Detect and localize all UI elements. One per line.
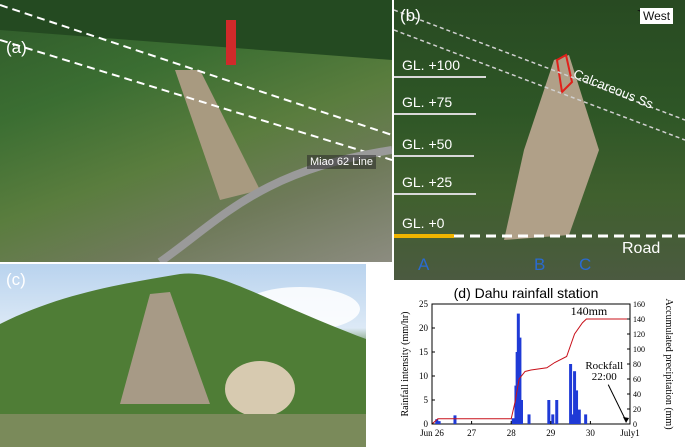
source-outline — [555, 53, 574, 95]
rain-bar — [437, 421, 441, 424]
y-tick-label: 5 — [424, 395, 429, 405]
photo-panel-b: (b) West GL. +100 GL. +75 GL. +50 GL. +2… — [394, 0, 685, 280]
point-c-label: C — [579, 255, 592, 274]
gl-line-50 — [394, 155, 474, 157]
rain-bar — [453, 415, 457, 424]
rockfall-arrow — [607, 384, 627, 422]
panel-a-scene — [0, 0, 392, 262]
panel-b-label: (b) — [400, 6, 421, 25]
panel-c-scene — [0, 273, 366, 447]
y2-tick-label: 0 — [633, 420, 637, 429]
rockfall-arrowhead — [623, 417, 630, 423]
rain-bar — [571, 414, 575, 424]
panel-c-label: (c) — [6, 270, 26, 289]
road-label: Road — [622, 240, 661, 257]
x-tick-label: Jun 26 — [420, 428, 444, 438]
rain-bar — [555, 400, 559, 424]
photo-panel-a: (a) Miao 62 Line — [0, 0, 392, 262]
x-tick-label: July1 — [620, 428, 640, 438]
gl-label-25: GL. +25 — [402, 174, 453, 190]
rain-bar — [551, 414, 555, 424]
rainfall-chart: (d) Dahu rainfall station Rainfall inten… — [400, 285, 674, 438]
y2-tick-label: 120 — [633, 330, 645, 339]
x-tick-label: 28 — [507, 428, 517, 438]
accumulated-line — [431, 318, 630, 425]
y2-tick-label: 40 — [633, 390, 641, 399]
y2-tick-label: 60 — [633, 375, 641, 384]
transmission-tower — [226, 20, 236, 65]
y2-tick-label: 20 — [633, 405, 641, 414]
point-b-label: B — [534, 255, 546, 274]
rain-bar — [511, 418, 515, 424]
y-tick-label: 25 — [419, 299, 429, 309]
landslide-scar — [175, 70, 260, 200]
panel-a-label: (a) — [6, 38, 27, 57]
y2-tick-label: 160 — [633, 300, 645, 309]
photo-panel-c: (c) — [0, 264, 366, 447]
rain-bar — [573, 371, 577, 424]
panel-b-scene — [394, 9, 685, 240]
rainfall-chart-panel: (d) Dahu rainfall station Rainfall inten… — [368, 282, 685, 447]
bedding-line-upper — [394, 9, 685, 121]
rockfall-label: Rockfall — [585, 360, 623, 372]
rain-bar — [577, 409, 581, 424]
y-tick-label: 15 — [419, 347, 429, 357]
y-axis-label: Rainfall intensity (mm/hr) — [400, 312, 411, 417]
rain-bar — [518, 337, 522, 424]
x-tick-label: 30 — [586, 428, 596, 438]
gl-label-75: GL. +75 — [402, 94, 453, 110]
dashed-boundary-upper — [0, 4, 392, 136]
rain-bar — [519, 400, 523, 424]
gl-label-50: GL. +50 — [402, 136, 453, 152]
y-tick-label: 20 — [419, 323, 429, 333]
gl-line-100 — [394, 76, 486, 78]
rain-bar — [569, 364, 573, 424]
gl-line-25 — [394, 193, 476, 195]
slope-failure — [504, 55, 599, 240]
y-tick-label: 0 — [424, 419, 429, 429]
rain-bar — [527, 414, 531, 424]
miao-line-label: Miao 62 Line — [307, 155, 376, 169]
rain-bar — [584, 414, 588, 424]
plot-area: 0 5 10 15 20 25 0 20 40 60 80 100 120 140 160 Jun 26 27 2… — [419, 299, 645, 438]
rain-bar — [435, 419, 439, 424]
x-tick-label: 27 — [467, 428, 477, 438]
bedding-line-lower — [394, 29, 685, 141]
rain-bar — [547, 400, 551, 424]
y2-axis-label: Accumulated precipitation (mm) — [663, 298, 674, 429]
x-tick-label: 29 — [546, 428, 556, 438]
gl-label-0: GL. +0 — [402, 215, 445, 231]
rockfall-time-label: 22:00 — [592, 371, 618, 383]
rain-bar — [516, 313, 520, 424]
rain-bar — [575, 390, 579, 424]
debris-chute — [120, 292, 210, 404]
ground — [0, 414, 366, 447]
y2-tick-label: 80 — [633, 360, 641, 369]
accum-label: 140mm — [571, 304, 608, 318]
y2-tick-label: 100 — [633, 345, 645, 354]
forest-top — [0, 0, 392, 60]
gl-label-100: GL. +100 — [402, 57, 460, 73]
gl-line-75 — [394, 113, 476, 115]
boulder — [225, 361, 295, 417]
y2-tick-label: 140 — [633, 315, 645, 324]
point-a-label: A — [418, 255, 430, 274]
y-tick-label: 10 — [419, 371, 429, 381]
chart-title: (d) Dahu rainfall station — [454, 285, 599, 301]
dashed-boundary-lower — [0, 39, 392, 161]
north-arrow-label: West — [640, 8, 674, 24]
